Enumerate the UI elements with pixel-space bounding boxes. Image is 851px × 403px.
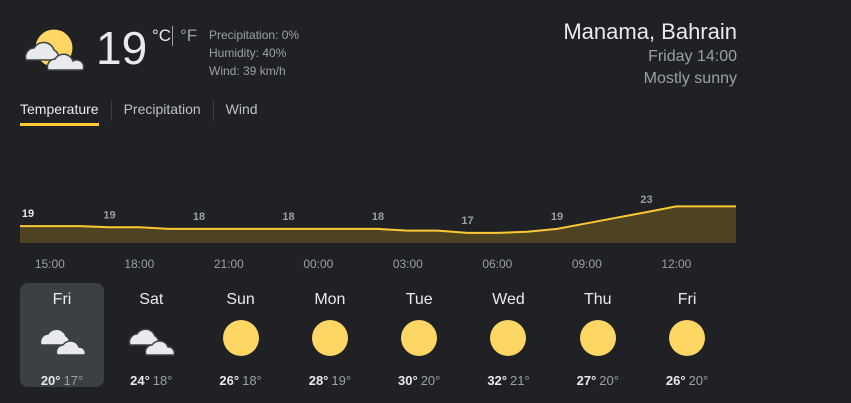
day-card[interactable]: Wed 32° 21°	[466, 283, 550, 388]
chart-x-tick-label: 09:00	[572, 257, 602, 271]
day-card[interactable]: Sat 24° 18°	[109, 283, 193, 388]
day-temps: 30° 20°	[398, 373, 440, 388]
chart-point-label: 18	[372, 211, 384, 223]
chart-x-tick-label: 03:00	[393, 257, 423, 271]
day-name: Mon	[314, 291, 346, 308]
location-condition: Mostly sunny	[643, 70, 737, 87]
precipitation-text: Precipitation: 0%	[209, 28, 300, 42]
day-low: 19°	[331, 373, 352, 388]
sunny-icon	[483, 317, 533, 359]
current-temperature: 19	[96, 22, 148, 74]
temperature-chart: 19 19 18 18 18 17 19 23 15:00 18:00 21:00 00:00 03:0…	[20, 194, 736, 271]
chart-point-label: 17	[461, 215, 473, 227]
day-low: 20°	[420, 373, 441, 388]
day-high: 28°	[308, 373, 329, 388]
day-high: 30°	[398, 373, 418, 388]
day-name: Sat	[139, 291, 164, 308]
chart-x-tick-label: 15:00	[35, 257, 65, 271]
chart-point-label: 18	[282, 211, 294, 223]
unit-celsius-button[interactable]: °C	[152, 26, 172, 45]
chart-point-label: 18	[193, 211, 205, 223]
day-low: 18°	[152, 373, 173, 388]
tab-divider	[212, 101, 214, 121]
day-high: 26°	[665, 373, 686, 388]
daily-forecast: Fri 20° 17° Sat 24° 18° Sun 26° 18° Mon 28°…	[20, 283, 734, 388]
day-temps: 28° 19°	[309, 373, 351, 388]
day-low: 20°	[688, 373, 709, 388]
day-low: 18°	[242, 373, 262, 388]
chart-point-label: 19	[103, 209, 115, 221]
wind-text: Wind: 39 km/h	[209, 64, 286, 78]
chart-point-label: 19	[22, 208, 34, 220]
temperature-area	[20, 206, 736, 243]
tab-precipitation[interactable]: Precipitation	[123, 101, 201, 117]
chart-point-label: 23	[640, 194, 652, 206]
sunny-icon	[394, 317, 444, 359]
day-high: 24°	[130, 373, 150, 388]
day-name: Thu	[583, 291, 612, 308]
humidity-text: Humidity: 40%	[209, 46, 287, 60]
location-datetime: Friday 14:00	[648, 48, 737, 65]
tab-temperature[interactable]: Temperature	[20, 101, 99, 126]
day-temps: 26° 18°	[219, 373, 261, 388]
chart-x-tick-label: 12:00	[661, 257, 691, 271]
day-high: 26°	[219, 373, 240, 388]
day-low: 21°	[509, 373, 530, 388]
chart-x-tick-label: 18:00	[124, 257, 154, 271]
day-temps: 27° 20°	[577, 373, 619, 388]
sunny-icon	[573, 317, 623, 359]
day-high: 32°	[487, 373, 507, 388]
unit-fahrenheit-button[interactable]: °F	[180, 26, 198, 45]
day-temps: 26° 20°	[666, 373, 708, 388]
chart-x-tick-label: 06:00	[482, 257, 512, 271]
day-temps: 24° 18°	[130, 373, 172, 388]
day-name: Tue	[405, 291, 433, 308]
day-temps: 20° 17°	[41, 373, 83, 388]
day-temps: 32° 21°	[487, 373, 529, 388]
day-low: 20°	[599, 373, 619, 388]
day-high: 20°	[40, 373, 61, 388]
day-name: Fri	[677, 291, 697, 308]
chart-point-label: 19	[551, 211, 563, 223]
day-name: Fri	[52, 291, 72, 308]
sunny-icon	[305, 317, 355, 359]
day-card[interactable]: Sun 26° 18°	[199, 283, 283, 388]
day-card[interactable]: Tue 30° 20°	[377, 283, 461, 388]
day-name: Wed	[492, 291, 525, 308]
tab-divider	[110, 101, 112, 121]
location-title: Manama, Bahrain	[563, 19, 737, 44]
day-high: 27°	[576, 373, 597, 388]
sunny-icon	[662, 317, 712, 359]
location-block: Manama, Bahrain Friday 14:00 Mostly sunn…	[563, 18, 737, 90]
day-card[interactable]: Fri 20° 17°	[20, 283, 104, 388]
day-card[interactable]: Thu 27° 20°	[556, 283, 640, 388]
day-name: Sun	[226, 291, 255, 308]
chart-x-tick-label: 21:00	[214, 257, 244, 271]
partly-cloudy-icon	[20, 26, 86, 76]
weather-details: Precipitation: 0% Humidity: 40% Wind: 39…	[209, 26, 299, 80]
chart-x-tick-label: 00:00	[303, 257, 333, 271]
sunny-icon	[216, 317, 266, 359]
unit-divider	[172, 26, 173, 46]
day-card[interactable]: Fri 26° 20°	[645, 283, 729, 388]
temperature-line	[20, 205, 736, 234]
cloudy-icon	[37, 317, 87, 359]
cloudy-icon	[126, 317, 176, 359]
chart-tabs: Temperature Precipitation Wind	[20, 101, 258, 126]
day-card[interactable]: Mon 28° 19°	[288, 283, 372, 388]
tab-wind[interactable]: Wind	[225, 101, 258, 117]
day-low: 17°	[63, 373, 84, 388]
